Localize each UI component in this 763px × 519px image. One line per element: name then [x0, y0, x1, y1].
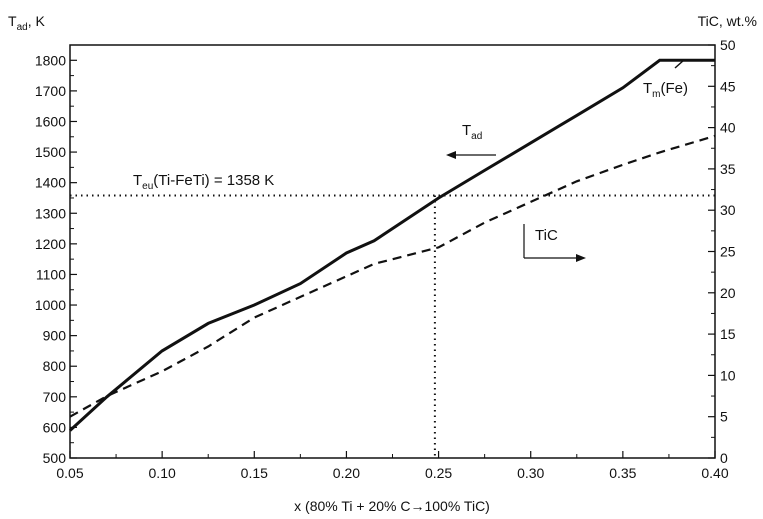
x-tick-label: 0.20: [333, 465, 360, 481]
y-axis-left-label-main: T: [8, 13, 17, 29]
x-tick-label: 0.40: [701, 465, 728, 481]
tm-annotation-rest: (Fe): [661, 80, 689, 97]
y-axis-right: 0 5 10 15 20 25 30 35 40 45 50: [708, 37, 736, 466]
tic-arrow-head: [576, 254, 586, 262]
plot-frame: [69, 44, 716, 459]
y-left-tick-label: 1800: [35, 52, 66, 68]
y-right-tick-label: 25: [720, 244, 736, 260]
x-tick-label: 0.10: [149, 465, 176, 481]
y-left-tick-label: 1500: [35, 144, 66, 160]
y-right-tick-label: 5: [720, 409, 728, 425]
y-left-tick-label: 700: [43, 389, 67, 405]
x-tick-label: 0.35: [609, 465, 636, 481]
tm-annotation-sub: m: [652, 89, 660, 100]
y-left-tick-label: 1100: [36, 266, 66, 282]
y-left-tick-label: 1300: [35, 205, 66, 221]
y-axis-left: 500 600 700 800 900 1000 1100 1200 1300 1400 1500 1…: [35, 52, 77, 466]
y-left-tick-label: 500: [43, 450, 67, 466]
y-right-tick-label: 0: [720, 450, 728, 466]
eutectic-label-sub: eu: [142, 181, 153, 192]
y-left-tick-label: 900: [43, 328, 67, 344]
x-tick-label: 0.25: [425, 465, 452, 481]
tm-annotation-main: T: [643, 80, 652, 97]
y-left-tick-label: 1200: [35, 236, 66, 252]
y-right-tick-label: 50: [720, 37, 736, 53]
x-tick-label: 0.15: [241, 465, 268, 481]
tic-annotation: TiC: [535, 227, 558, 244]
eutectic-label-main: T: [133, 172, 142, 189]
tm-annotation: Tm(Fe): [643, 80, 688, 100]
y-right-tick-label: 35: [720, 161, 736, 177]
y-right-tick-label: 30: [720, 202, 736, 218]
y-left-tick-label: 800: [43, 358, 67, 374]
y-axis-left-label-sub: ad: [17, 22, 28, 33]
y-right-tick-label: 40: [720, 120, 736, 136]
y-right-tick-label: 45: [720, 78, 736, 94]
t-ad-annotation-sub: ad: [471, 131, 482, 142]
y-axis-left-label-unit: , K: [28, 13, 46, 29]
y-axis-left-label: Tad, K: [8, 13, 45, 33]
x-axis-label: x (80% Ti + 20% C→100% TiC): [294, 498, 490, 514]
y-left-tick-label: 1700: [35, 83, 66, 99]
y-left-tick-label: 1600: [35, 113, 66, 129]
t-ad-arrow-head: [446, 151, 456, 159]
y-left-tick-label: 1400: [35, 175, 66, 191]
y-axis-right-label: TiC, wt.%: [698, 13, 757, 29]
t-ad-annotation: Tad: [462, 122, 482, 142]
eutectic-label-rest: (Ti-FeTi) = 1358 K: [153, 172, 274, 189]
x-tick-label: 0.05: [56, 465, 83, 481]
y-right-tick-label: 10: [720, 367, 736, 383]
x-axis: 0.05 0.10 0.15 0.20 0.25 0.30 0.35 0.40: [56, 451, 729, 481]
y-left-tick-label: 600: [43, 419, 67, 435]
y-right-tick-label: 20: [720, 285, 736, 301]
y-right-tick-label: 15: [720, 326, 736, 342]
y-left-tick-label: 1000: [35, 297, 66, 313]
tm-pointer: [674, 59, 685, 69]
series-tic-line: [69, 134, 716, 418]
series-t-ad-line: [68, 58, 715, 432]
x-tick-label: 0.30: [517, 465, 544, 481]
t-ad-annotation-main: T: [462, 122, 471, 139]
eutectic-label: Teu(Ti-FeTi) = 1358 K: [133, 172, 274, 192]
